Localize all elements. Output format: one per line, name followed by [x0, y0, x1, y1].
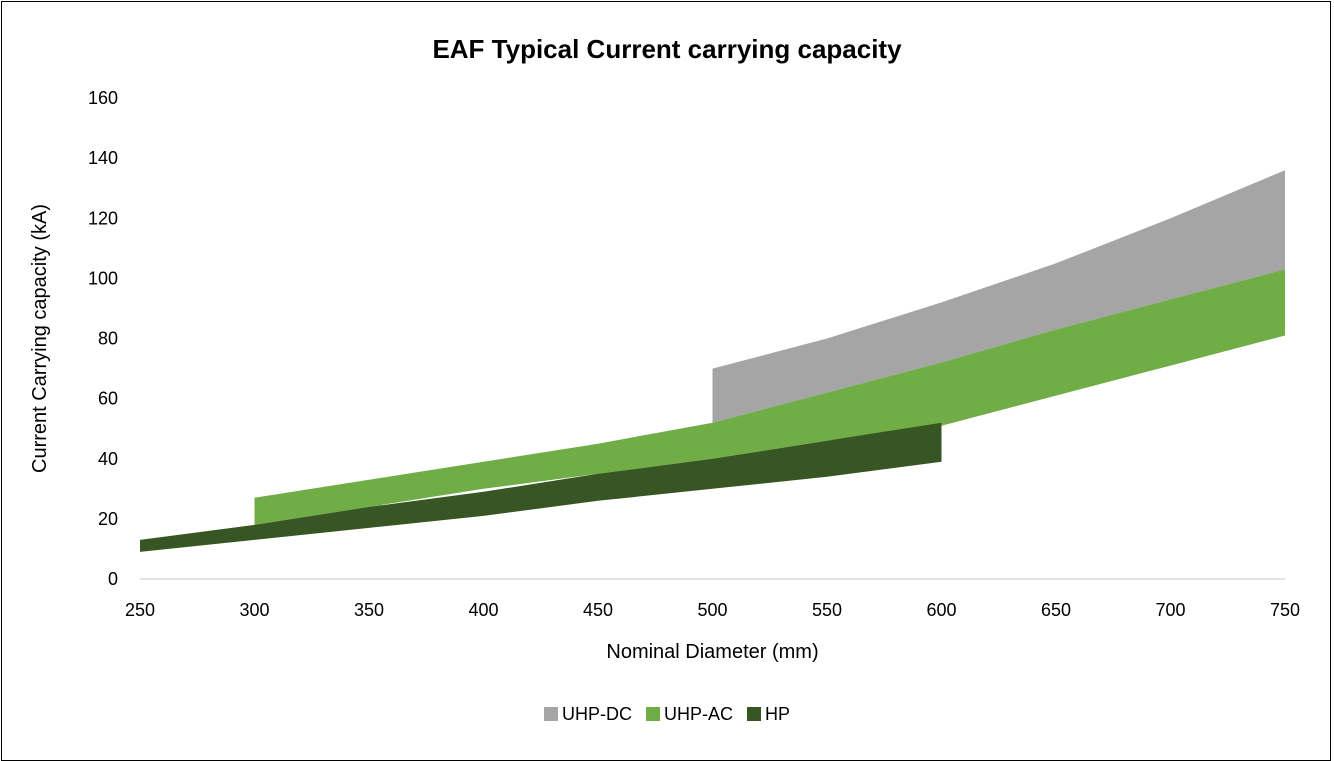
y-axis-title: Current Carrying capacity (kA) — [29, 204, 51, 473]
legend-label: UHP-DC — [562, 704, 632, 724]
y-tick-label: 60 — [98, 389, 118, 409]
series-area-hp — [140, 422, 942, 552]
y-tick-label: 140 — [88, 148, 118, 168]
legend-item-hp: HP — [747, 704, 790, 724]
x-tick-label: 650 — [1041, 600, 1071, 620]
legend-item-uhp-dc: UHP-DC — [544, 704, 632, 724]
chart-title: EAF Typical Current carrying capacity — [432, 34, 902, 64]
x-tick-label: 400 — [468, 600, 498, 620]
legend-swatch — [747, 707, 761, 721]
series-area-uhp-ac — [254, 269, 1285, 525]
x-axis-title: Nominal Diameter (mm) — [606, 641, 818, 663]
x-tick-label: 450 — [583, 600, 613, 620]
x-tick-label: 600 — [926, 600, 956, 620]
y-tick-label: 120 — [88, 208, 118, 228]
x-tick-label: 250 — [125, 600, 155, 620]
x-tick-label: 350 — [354, 600, 384, 620]
plot-areas — [140, 170, 1285, 552]
x-tick-label: 550 — [812, 600, 842, 620]
y-tick-label: 0 — [108, 569, 118, 589]
series-area-uhp-dc — [712, 170, 1285, 423]
y-tick-label: 40 — [98, 449, 118, 469]
legend-swatch — [646, 707, 660, 721]
legend-item-uhp-ac: UHP-AC — [646, 704, 733, 724]
y-tick-label: 80 — [98, 329, 118, 349]
x-tick-label: 700 — [1155, 600, 1185, 620]
legend-swatch — [544, 707, 558, 721]
x-tick-label: 300 — [239, 600, 269, 620]
legend: UHP-DC UHP-AC HP — [544, 704, 790, 724]
y-tick-label: 160 — [88, 88, 118, 108]
x-tick-label: 500 — [697, 600, 727, 620]
x-tick-label: 750 — [1270, 600, 1300, 620]
legend-label: HP — [765, 704, 790, 724]
y-axis-ticks: 0 20 40 60 80 100 120 140 160 — [88, 88, 118, 589]
x-axis-ticks: 250 300 350 400 450 500 550 600 650 700 750 — [125, 600, 1300, 620]
y-tick-label: 20 — [98, 509, 118, 529]
legend-label: UHP-AC — [664, 704, 733, 724]
y-tick-label: 100 — [88, 268, 118, 288]
